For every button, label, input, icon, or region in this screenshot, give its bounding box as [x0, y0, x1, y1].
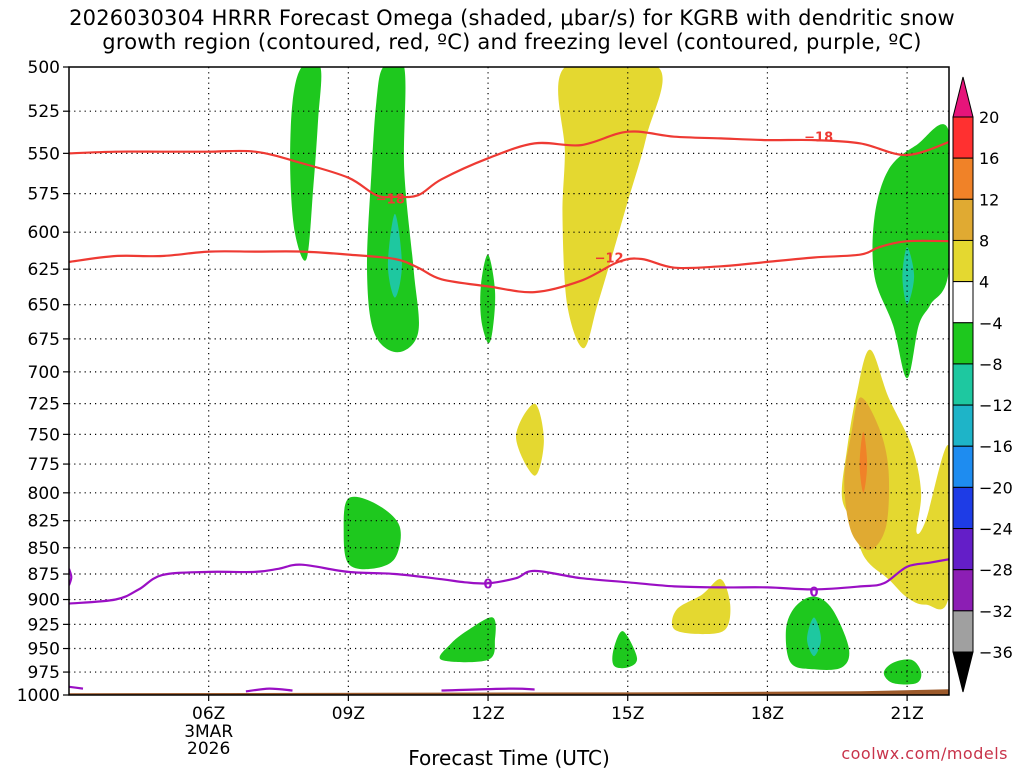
x-tick-label-18Z: 18Z	[751, 704, 784, 724]
freezing-fragment-2	[245, 687, 293, 693]
omega-region-or1	[859, 431, 868, 493]
omega-region-y3	[671, 579, 731, 635]
y-tick-label-600: 600	[28, 223, 60, 243]
colorbar-band-0	[952, 116, 974, 159]
omega-region-t1	[387, 213, 402, 298]
colorbar-label-10: −24	[979, 520, 1013, 539]
ground-surface	[69, 689, 949, 695]
colorbar-band-8	[952, 445, 974, 488]
colorbar-band-2	[952, 198, 974, 241]
colorbar-band-9	[952, 486, 974, 530]
colorbar-band-3	[952, 239, 974, 283]
colorbar-label-3: 8	[979, 231, 989, 250]
colorbar-top-arrow	[952, 76, 974, 118]
omega-region-g2	[366, 67, 419, 353]
y-tick-label-675: 675	[28, 330, 60, 350]
omega-region-g6	[612, 631, 638, 669]
colorbar-label-6: −8	[979, 355, 1003, 374]
omega-shading-layer	[290, 67, 949, 685]
y-tick-label-700: 700	[28, 363, 60, 383]
colorbar-label-4: 4	[979, 273, 989, 292]
contour-label-freezing_0-0: 0	[484, 577, 493, 592]
y-tick-label-575: 575	[28, 185, 60, 205]
chart-title: 2026030304 HRRR Forecast Omega (shaded, …	[0, 6, 1024, 54]
x-axis-label: Forecast Time (UTC)	[408, 746, 610, 768]
colorbar-label-1: 16	[979, 149, 999, 168]
omega-region-y1	[558, 67, 663, 349]
y-tick-label-900: 900	[28, 591, 60, 611]
y-tick-label-1000: 1000	[17, 686, 60, 706]
omega-region-t3	[807, 617, 821, 657]
omega-region-g4	[343, 496, 401, 570]
colorbar-band-4	[952, 281, 974, 324]
contour-label-dgz_minus18-1: −18	[804, 131, 833, 146]
y-tick-label-775: 775	[28, 455, 60, 475]
contour-freezing_0	[69, 558, 949, 605]
y-tick-label-650: 650	[28, 296, 60, 316]
colorbar-band-10	[952, 528, 974, 571]
omega-region-g9	[883, 659, 922, 685]
y-tick-label-750: 750	[28, 425, 60, 445]
y-tick-label-525: 525	[28, 102, 60, 122]
x-tick-label-12Z: 12Z	[471, 704, 504, 724]
y-tick-label-625: 625	[28, 260, 60, 280]
y-tick-label-850: 850	[28, 539, 60, 559]
contour-dgz_minus18	[69, 130, 949, 199]
colorbar-band-1	[952, 157, 974, 200]
omega-region-g5	[439, 617, 496, 663]
omega-region-g7	[872, 124, 949, 379]
contour-label-freezing_0-1: 0	[809, 585, 818, 600]
contour-layer: −18 −18 −12 0 0	[69, 130, 949, 693]
colorbar-label-7: −12	[979, 396, 1013, 415]
y-tick-label-950: 950	[28, 640, 60, 660]
colorbar-band-12	[952, 610, 974, 653]
title-line-2: growth region (contoured, red, ºC) and f…	[102, 30, 922, 54]
ground-layer	[69, 689, 949, 695]
x-tick-sublabel-3MAR: 3MAR	[184, 722, 233, 742]
x-tick-label-21Z: 21Z	[890, 704, 923, 724]
x-tick-label-15Z: 15Z	[611, 704, 644, 724]
title-line-1: 2026030304 HRRR Forecast Omega (shaded, …	[69, 6, 955, 30]
colorbar-label-12: −32	[979, 602, 1013, 621]
colorbar-label-13: −36	[979, 643, 1013, 662]
y-tick-label-925: 925	[28, 615, 60, 635]
y-tick-label-825: 825	[28, 512, 60, 532]
contour-label-dgz_minus12-0: −12	[595, 251, 624, 266]
y-axis: 500 525 550 575 600 625 650 675 700 725 750 775 800 8…	[17, 58, 69, 706]
colorbar-band-7	[952, 404, 974, 447]
colorbar-label-5: −4	[979, 314, 1003, 333]
omega-region-t2	[902, 247, 915, 305]
colorbar-label-8: −16	[979, 437, 1013, 456]
dotted-grid	[69, 67, 949, 695]
contour-label-dgz_minus18-0: −18	[376, 192, 405, 207]
colorbar-label-2: 12	[979, 190, 999, 209]
colorbar-bottom-arrow	[952, 651, 974, 693]
freezing-fragment-1	[69, 685, 84, 690]
colorbar-label-9: −20	[979, 478, 1013, 497]
y-tick-label-975: 975	[28, 663, 60, 683]
omega-region-go1	[844, 397, 890, 550]
omega-region-g3	[480, 254, 496, 344]
colorbar-label-0: 20	[979, 108, 999, 127]
source-credit: coolwx.com/models	[841, 744, 1008, 763]
colorbar-label-11: −28	[979, 561, 1013, 580]
colorbar-band-6	[952, 363, 974, 406]
y-tick-label-875: 875	[28, 565, 60, 585]
colorbar-band-11	[952, 569, 974, 612]
contour-dgz_minus12	[69, 239, 949, 294]
plot-frame	[68, 66, 950, 696]
omega-region-y2	[516, 403, 544, 476]
freezing-fragment-3	[441, 687, 535, 692]
x-tick-label-09Z: 09Z	[332, 704, 365, 724]
colorbar-band-5	[952, 322, 974, 365]
y-tick-label-500: 500	[28, 58, 60, 78]
x-tick-sublabel-2026: 2026	[187, 739, 230, 759]
colorbar: 20 16 12 8 4 −4 −8 −12 −16 −20 −24 −28 −32 −36	[952, 76, 1013, 693]
y-tick-label-550: 550	[28, 144, 60, 164]
y-tick-label-800: 800	[28, 484, 60, 504]
y-tick-label-725: 725	[28, 395, 60, 415]
x-tick-label-06Z: 06Z	[192, 704, 225, 724]
